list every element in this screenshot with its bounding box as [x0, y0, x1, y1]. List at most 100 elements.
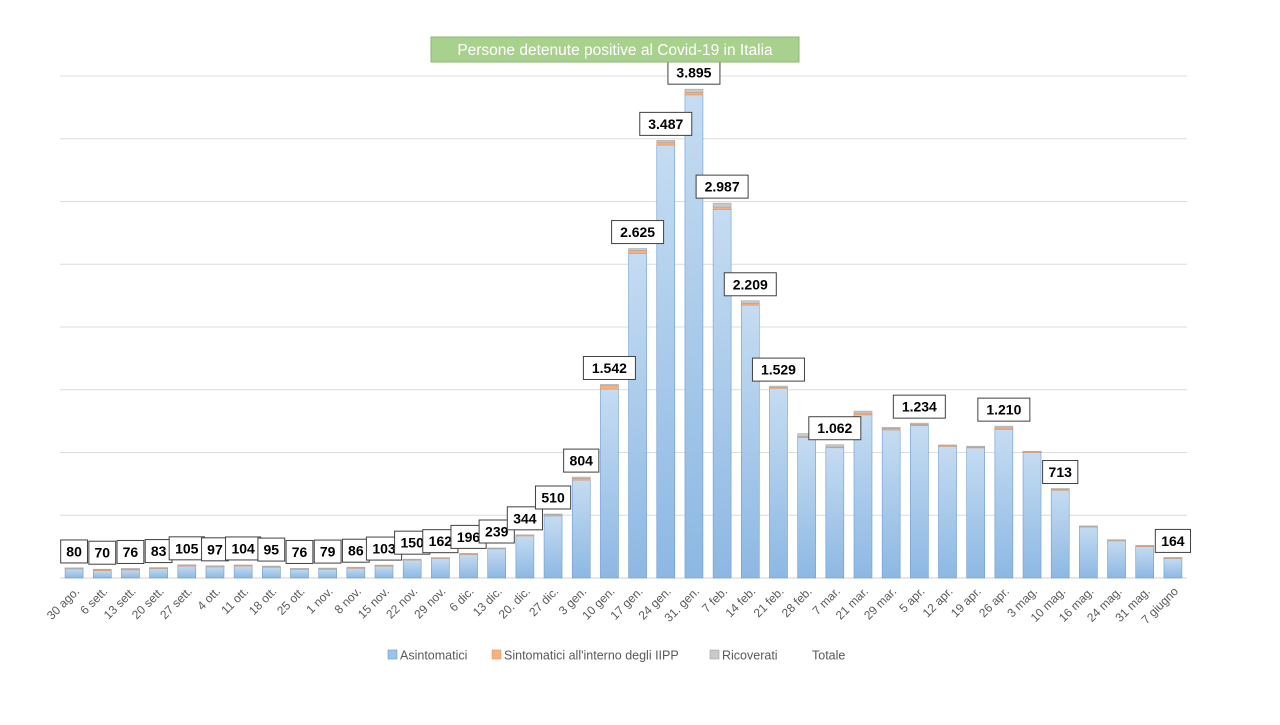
bar-segment [881, 429, 901, 579]
x-tick-label: 21 feb. [751, 584, 787, 620]
data-label-text: 80 [66, 543, 82, 559]
bar-segment [64, 567, 84, 579]
data-label-box [892, 394, 946, 419]
bar-segment [487, 547, 507, 550]
legend-label: Sintomatici all'interno degli IIPP [504, 649, 679, 663]
data-label-text: 1.210 [986, 402, 1021, 418]
data-label-text: 1.542 [592, 360, 627, 376]
x-tick-label: 26 apr. [976, 584, 1012, 620]
bar-segment [1050, 488, 1070, 490]
data-label: 713 [1042, 460, 1079, 485]
bar-segment [515, 535, 535, 579]
data-label-box [695, 174, 749, 199]
data-label-text: 196 [457, 529, 481, 545]
bar-segment [1079, 526, 1098, 579]
data-label: 104 [225, 536, 262, 561]
bar-segment [994, 425, 1014, 429]
bar-segment [712, 202, 732, 208]
data-label-text: 97 [207, 541, 223, 557]
data-label-text: 104 [231, 540, 255, 556]
bar-segment [459, 553, 478, 555]
data-label-text: 1.529 [761, 362, 796, 378]
data-label-text: 105 [175, 540, 199, 556]
data-label-box [60, 539, 88, 564]
data-label: 2.987 [695, 174, 749, 199]
bar-segment [1079, 525, 1098, 528]
data-label: 1.210 [977, 397, 1031, 422]
data-label-text: 164 [1161, 533, 1185, 549]
bar-segment [684, 88, 704, 93]
data-label-box [723, 272, 777, 297]
bar-segment [571, 479, 591, 579]
data-label-box [977, 397, 1031, 422]
data-label: 97 [201, 537, 229, 562]
bar-segment [233, 564, 253, 567]
bar-segment [994, 428, 1014, 579]
bar-segment [515, 534, 535, 536]
bar-segment [487, 548, 507, 579]
data-label-text: 2.987 [705, 179, 740, 195]
bar-segment [374, 565, 394, 579]
bar-segment [92, 569, 112, 579]
bar-segment [825, 447, 845, 579]
bar-segment [346, 566, 366, 569]
bar-segment [543, 513, 563, 516]
data-label: 2.209 [723, 272, 777, 297]
data-label-text: 76 [292, 544, 308, 560]
data-label-box [506, 506, 543, 531]
x-tick-label: 28 feb. [779, 584, 815, 620]
bar-segment [825, 444, 845, 448]
bar-segment [1107, 540, 1126, 579]
data-label: 344 [506, 506, 543, 531]
legend-label-totale: Totale [812, 649, 845, 663]
data-label-box [116, 539, 145, 564]
data-label: 76 [116, 539, 145, 564]
data-label-box [313, 539, 342, 564]
data-label-text: 1.234 [902, 399, 937, 415]
data-label: 1.062 [808, 416, 862, 441]
x-tick-label: 27 dic. [526, 584, 561, 619]
bars [64, 88, 1183, 579]
bar-segment [402, 558, 422, 561]
x-tick-label: 18 ott. [246, 584, 279, 617]
bar-segment [853, 410, 873, 414]
legend-item: Ricoverati [709, 649, 778, 663]
x-tick-label: 1 nov. [303, 584, 335, 616]
data-label-text: 713 [1049, 464, 1073, 480]
bar-segment [797, 437, 816, 579]
bar-segment [1022, 450, 1042, 453]
bar-segment [177, 564, 197, 566]
bar-segment [684, 94, 704, 579]
data-label: 86 [341, 538, 370, 563]
data-label-text: 162 [429, 533, 453, 549]
data-label-text: 150 [401, 535, 425, 551]
data-label-text: 510 [541, 489, 565, 505]
bar-segment [1163, 557, 1183, 559]
data-label-box [611, 220, 665, 245]
data-label: 164 [1154, 528, 1192, 553]
bar-segment [1135, 545, 1155, 579]
data-label: 83 [144, 539, 173, 564]
data-label: 95 [257, 537, 286, 562]
bar-segment [1022, 451, 1042, 579]
bar-segment [684, 92, 704, 96]
legend: Asintomatici Sintomatici all'interno degl… [387, 649, 845, 663]
bar-segment [966, 445, 985, 448]
data-label-box [285, 539, 314, 564]
bar-segment [600, 385, 619, 390]
data-label: 3.487 [639, 111, 693, 136]
bar-segment [1135, 545, 1155, 547]
data-label: 196 [450, 524, 487, 549]
x-tick-label: 20. dic. [496, 584, 533, 621]
bar-segment [712, 209, 732, 579]
bar-segment [628, 250, 647, 254]
x-tick-label: 14 feb. [723, 584, 759, 620]
bar-segment [740, 304, 760, 579]
x-tick-label: 25 ott. [274, 584, 307, 617]
x-tick-label: 27 sett. [157, 584, 195, 622]
data-label: 80 [60, 539, 88, 564]
data-label-box [1154, 528, 1192, 553]
data-label-text: 83 [151, 543, 167, 559]
data-label-text: 1.062 [817, 420, 852, 436]
